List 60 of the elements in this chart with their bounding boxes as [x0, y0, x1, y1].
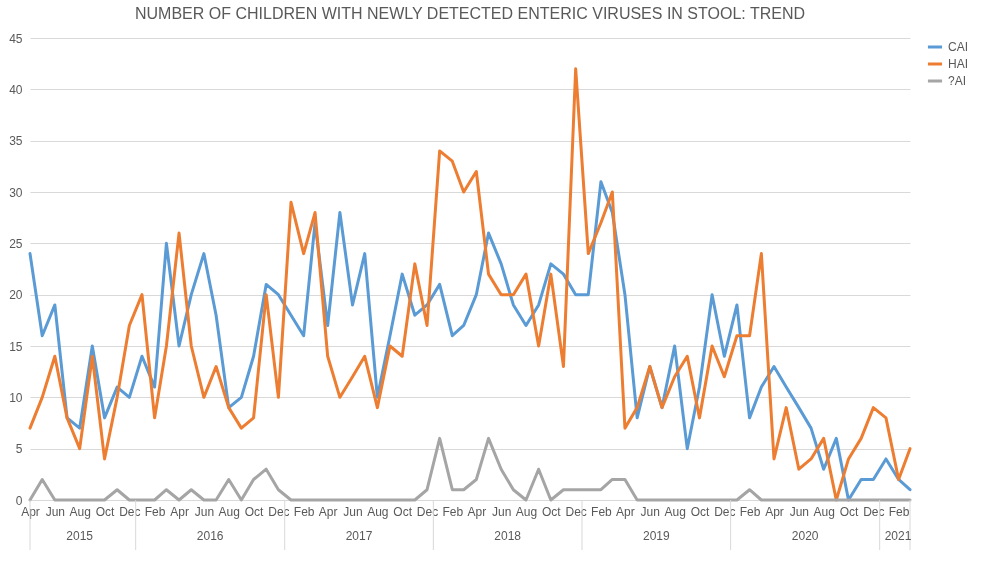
text: 2018: [494, 529, 522, 543]
x-tick-label: Apr: [467, 504, 487, 519]
y-tick-label: 10: [9, 390, 23, 405]
text: 2015: [66, 529, 94, 543]
chart-title: NUMBER OF CHILDREN WITH NEWLY DETECTED ENTERIC VIRUSES IN STOOL: TREND: [135, 5, 805, 22]
x-tick-label: Oct: [244, 504, 265, 519]
x-tick-label: Oct: [690, 504, 710, 519]
x-tick-label: Jun: [45, 504, 66, 519]
x-tick-label: Aug: [515, 504, 538, 519]
x-tick-label: Apr: [170, 504, 189, 519]
x-tick-label: Jun: [343, 504, 363, 519]
legend-label: ?AI: [948, 74, 967, 88]
text: 2021: [884, 529, 912, 543]
text: 2017: [345, 529, 373, 543]
x-tick-label: Dec: [863, 504, 885, 519]
line-series: [28, 67, 912, 502]
y-tick-label: 30: [9, 185, 23, 200]
x-tick-label: Aug: [218, 504, 240, 519]
x-tick-label: Feb: [888, 504, 910, 519]
x-tick-label: Feb: [293, 504, 315, 519]
x-tick-label: Dec: [268, 504, 290, 519]
y-tick-label: 20: [9, 288, 23, 303]
legend-label: CAI: [948, 40, 969, 54]
x-tick-label: Dec: [119, 504, 141, 519]
y-tick-label: 25: [9, 236, 23, 251]
x-tick-label: Oct: [542, 504, 562, 519]
x-tick-label: Feb: [739, 504, 761, 519]
x-tick-label: Aug: [367, 504, 389, 519]
x-tick-label: Aug: [664, 504, 686, 519]
x-tick-label: Feb: [144, 504, 166, 519]
x-tick-label: Apr: [318, 504, 338, 519]
x-tick-label: Dec: [714, 504, 736, 519]
y-tick-label: 0: [15, 493, 23, 508]
x-tick-label: Dec: [416, 504, 439, 519]
y-tick-label: 45: [9, 31, 23, 46]
x-tick-label: Jun: [640, 504, 660, 519]
y-tick-label: 40: [9, 82, 23, 97]
y-tick-label: 5: [15, 442, 23, 457]
legend-label: HAI: [948, 57, 969, 71]
y-tick-label: 35: [9, 134, 23, 149]
y-tick-label: 15: [9, 339, 23, 354]
x-tick-label: Oct: [839, 504, 860, 519]
x-tick-label: Oct: [95, 504, 116, 519]
x-tick-label: Apr: [616, 504, 635, 519]
x-tick-label: Feb: [442, 504, 464, 519]
line-series: [28, 180, 912, 502]
line-series: [28, 436, 912, 502]
x-tick-label: Jun: [789, 504, 810, 519]
x-tick-label: Aug: [813, 504, 835, 519]
x-tick-label: Jun: [491, 504, 512, 519]
x-tick-label: Apr: [765, 504, 784, 519]
x-tick-label: Jun: [194, 504, 215, 519]
text: 2019: [642, 529, 670, 543]
x-tick-label: Apr: [21, 504, 40, 519]
x-tick-label: Aug: [69, 504, 91, 519]
x-tick-label: Feb: [591, 504, 613, 519]
text: 2020: [791, 529, 819, 543]
text: 2016: [196, 529, 224, 543]
x-tick-label: Oct: [393, 504, 413, 519]
x-tick-label: Dec: [565, 504, 587, 519]
